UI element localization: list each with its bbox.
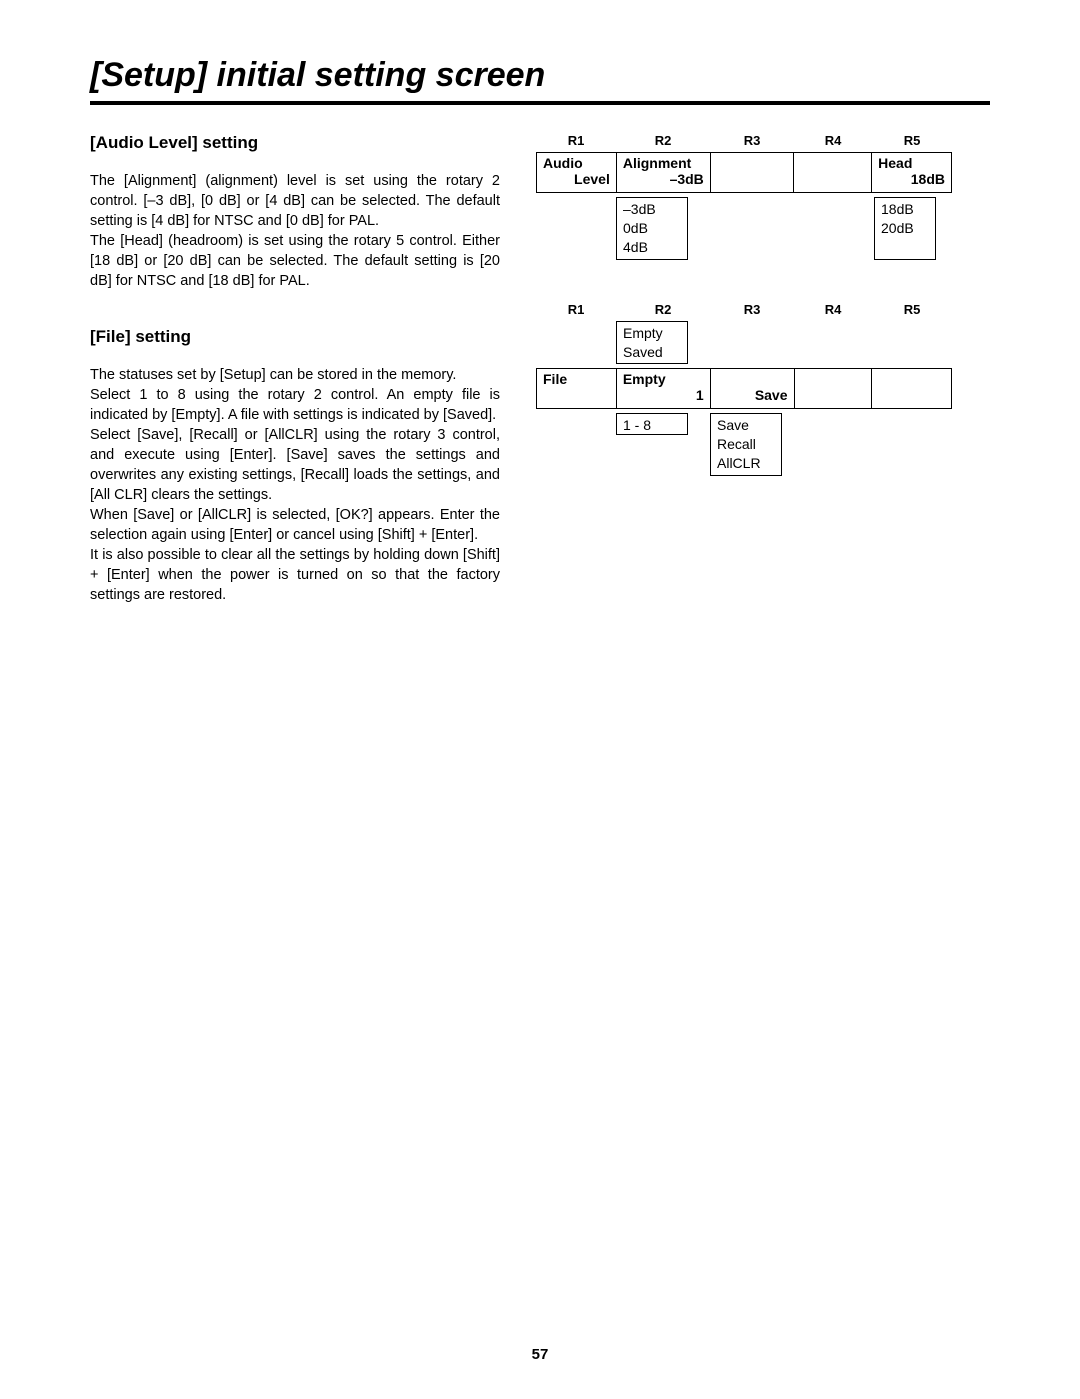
audio-c2: Alignment –3dB [616, 153, 710, 193]
r-label: R2 [616, 302, 710, 317]
file-para-2: Select 1 to 8 using the rotary 2 control… [90, 385, 500, 425]
r-label: R5 [872, 133, 952, 148]
r-label: R4 [794, 302, 872, 317]
opt-item: 18dB [881, 200, 929, 219]
audio-c5: Head 18dB [872, 153, 952, 193]
file-para-4: When [Save] or [AllCLR] is selected, [OK… [90, 505, 500, 545]
content-columns: [Audio Level] setting The [Alignment] (a… [90, 133, 990, 641]
audio-level-para-2: The [Head] (headroom) is set using the r… [90, 231, 500, 291]
audio-level-para-1: The [Alignment] (alignment) level is set… [90, 171, 500, 231]
r-label: R1 [536, 302, 616, 317]
audio-level-section: [Audio Level] setting The [Alignment] (a… [90, 133, 500, 291]
audio-c1-l2: Level [543, 171, 610, 187]
file-c2-l1: Empty [623, 371, 704, 387]
audio-head-options: 18dB 20dB [874, 197, 936, 260]
file-c4 [794, 369, 872, 409]
r-label: R1 [536, 133, 616, 148]
audio-c2-l1: Alignment [623, 155, 704, 171]
file-para-1: The statuses set by [Setup] can be store… [90, 365, 500, 385]
file-c3-l2: Save [717, 387, 788, 403]
file-pre-options-row: Empty Saved [536, 321, 990, 365]
spacer [536, 321, 616, 365]
left-column: [Audio Level] setting The [Alignment] (a… [90, 133, 500, 641]
page: [Setup] initial setting screen [Audio Le… [0, 0, 1080, 1399]
file-number-range: 1 - 8 [616, 413, 688, 435]
audio-level-param-block: R1 R2 R3 R4 R5 Audio Level Alignment [536, 133, 990, 260]
file-status-options: Empty Saved [616, 321, 688, 365]
opt-item: Save [717, 416, 775, 435]
file-c5 [872, 369, 952, 409]
audio-c5-l1: Head [878, 155, 945, 171]
audio-c2-l2: –3dB [623, 171, 704, 187]
audio-alignment-options: –3dB 0dB 4dB [616, 197, 688, 260]
opt-item: AllCLR [717, 454, 775, 473]
opt-item: 0dB [623, 219, 681, 238]
audio-c1: Audio Level [537, 153, 617, 193]
title-rule [90, 101, 990, 105]
file-c1: File [537, 369, 617, 409]
spacer [536, 413, 616, 476]
opt-item: 4dB [623, 238, 681, 257]
r-label: R4 [794, 133, 872, 148]
opt-item: Empty [623, 324, 681, 343]
opt-item: 1 - 8 [623, 416, 681, 435]
opt-item: 20dB [881, 219, 929, 238]
audio-main-row: Audio Level Alignment –3dB Head 18dB [536, 152, 952, 193]
opt-item: Recall [717, 435, 775, 454]
audio-c5-l2: 18dB [878, 171, 945, 187]
file-heading: [File] setting [90, 327, 500, 347]
file-section: [File] setting The statuses set by [Setu… [90, 327, 500, 605]
file-para-3: Select [Save], [Recall] or [AllCLR] usin… [90, 425, 500, 505]
page-title: [Setup] initial setting screen [90, 56, 990, 95]
file-para-5: It is also possible to clear all the set… [90, 545, 500, 605]
file-below-options-row: 1 - 8 Save Recall AllCLR [536, 413, 990, 476]
page-number: 57 [0, 1346, 1080, 1363]
opt-item: –3dB [623, 200, 681, 219]
audio-c1-l1: Audio [543, 155, 610, 171]
file-c1-l1: File [543, 371, 610, 387]
opt-item: Saved [623, 343, 681, 362]
audio-options-row: –3dB 0dB 4dB 18dB 20dB [536, 197, 990, 260]
file-action-options: Save Recall AllCLR [710, 413, 782, 476]
audio-c3 [710, 153, 794, 193]
file-c2-l2: 1 [623, 387, 704, 403]
spacer [688, 197, 874, 260]
audio-r-labels: R1 R2 R3 R4 R5 [536, 133, 990, 148]
r-label: R3 [710, 133, 794, 148]
file-r-labels: R1 R2 R3 R4 R5 [536, 302, 990, 317]
audio-level-heading: [Audio Level] setting [90, 133, 500, 153]
spacer [688, 413, 710, 476]
right-column: R1 R2 R3 R4 R5 Audio Level Alignment [536, 133, 990, 641]
audio-c4 [794, 153, 872, 193]
file-c3: Save [710, 369, 794, 409]
r-label: R5 [872, 302, 952, 317]
spacer [536, 197, 616, 260]
r-label: R3 [710, 302, 794, 317]
file-param-block: R1 R2 R3 R4 R5 Empty Saved [536, 302, 990, 476]
r-label: R2 [616, 133, 710, 148]
file-main-row: File Empty 1 Save [536, 368, 952, 409]
file-c2: Empty 1 [616, 369, 710, 409]
